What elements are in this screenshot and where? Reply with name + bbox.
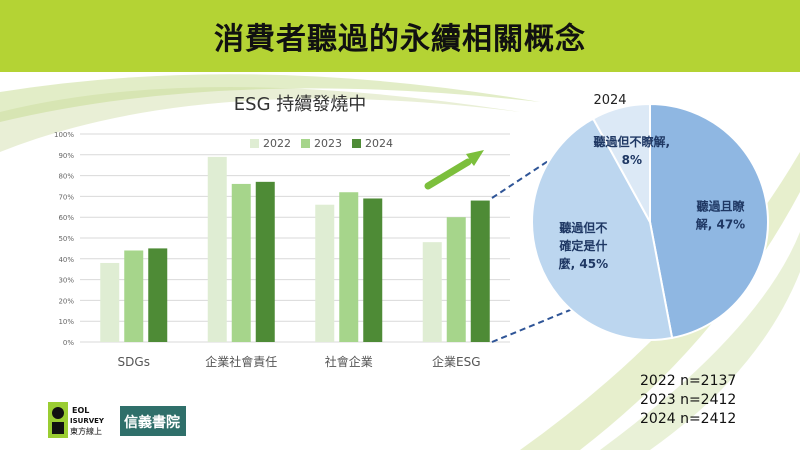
y-tick-label: 70% [58,193,74,201]
bar-2023 [339,192,359,342]
y-tick-label: 0% [63,339,74,347]
bar-2022 [207,156,227,342]
y-tick-label: 20% [58,297,74,305]
x-tick-label: 企業社會責任 [205,354,277,369]
legend-label-2023: 2023 [314,137,342,150]
pie-chart: 聽過且瞭解, 47% 聽過但不確定是什麼, 45% 聽過但不瞭解, 8% [491,102,769,343]
header-banner: 消費者聽過的永續相關概念 [0,0,800,72]
pie-slice-label: 聽過但不瞭解, 8% [594,134,671,167]
y-tick-label: 30% [58,277,74,285]
bar-chart-legend: 2022 2023 2024 [250,137,393,150]
arrow-shaft [424,158,472,190]
legend-swatch-2024 [352,139,361,148]
bar-2024 [255,181,275,342]
bar-2023 [446,217,466,342]
x-tick-label: 企業ESG [432,354,481,369]
y-tick-label: 10% [58,318,74,326]
sample-note-2023: 2023 n=2412 [640,392,737,408]
svg-text:ISURVEY: ISURVEY [70,417,105,425]
trend-arrow [424,150,484,190]
bar-2023 [124,250,144,342]
y-tick-label: 100% [54,131,74,139]
legend-swatch-2022 [250,139,259,148]
academy-logo-text: 信義書院 [124,415,180,431]
legend-item-2024: 2024 [352,137,393,150]
bar-2024 [148,248,168,342]
x-tick-label: SDGs [118,355,150,369]
connector-line-bottom [491,307,576,343]
bar-chart-title: ESG 持續發燒中 [233,94,367,115]
legend-item-2022: 2022 [250,137,291,150]
eol-isurvey-logo: EOL ISURVEY 東方線上 [48,402,105,438]
sample-size-notes: 2022 n=2137 2023 n=2412 2024 n=2412 [640,372,736,429]
bar-2024 [363,198,383,342]
xinyi-academy-logo: 信義書院 [120,406,186,436]
bar-2024 [470,200,490,342]
bar-2022 [422,242,442,342]
pie-chart-title: 2024 [593,93,627,108]
pie-slice-label: 聽過但不確定是什麼, 45% [559,220,608,271]
y-tick-label: 50% [58,235,74,243]
y-tick-label: 60% [58,214,74,222]
pie-slice [591,102,651,223]
bar-2023 [231,183,251,342]
legend-label-2024: 2024 [365,137,393,150]
background-swooshes [0,74,800,450]
connector-line-top [491,139,581,199]
bar-2022 [315,204,335,342]
sample-note-2024: 2024 n=2412 [640,411,737,427]
y-tick-label: 80% [58,173,74,181]
pie-slice [531,117,674,341]
svg-text:東方線上: 東方線上 [70,426,102,436]
svg-text:EOL: EOL [72,406,89,415]
y-tick-label: 90% [58,152,74,160]
pie-slice-label: 聽過且瞭解, 47% [696,198,746,231]
page-title: 消費者聽過的永續相關概念 [214,22,586,57]
x-tick-label: 社會企業 [325,354,373,369]
legend-label-2022: 2022 [263,137,291,150]
y-tick-label: 40% [58,256,74,264]
legend-item-2023: 2023 [301,137,342,150]
bar-chart: 0% 10% 20% 30% 40% 50% 60% 70% 80% 90% 100% SDGs 企業社… [54,131,510,369]
arrow-shape [425,150,484,186]
bar-2022 [100,262,120,342]
pie-slice [649,102,769,340]
legend-swatch-2023 [301,139,310,148]
sample-note-2022: 2022 n=2137 [640,373,737,389]
